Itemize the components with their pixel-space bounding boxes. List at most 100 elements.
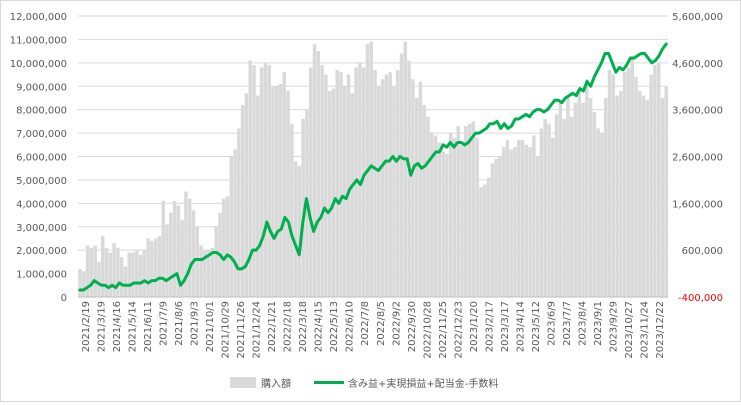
x-tick-label: 2021/3/19 <box>96 301 107 352</box>
bar <box>464 126 468 297</box>
bar <box>573 102 578 298</box>
bar <box>622 72 627 297</box>
x-tick-label: 2021/10/1 <box>205 301 216 352</box>
bar <box>267 65 271 297</box>
x-tick-label: 2023/10/27 <box>624 301 635 359</box>
bar <box>528 147 532 297</box>
bar <box>554 114 559 297</box>
bar <box>324 74 328 298</box>
line-series <box>78 42 668 292</box>
x-tick-label: 2021/8/6 <box>174 301 185 346</box>
bar <box>558 102 563 298</box>
bar <box>479 186 483 297</box>
legend-label-bar: 購入額 <box>261 377 291 390</box>
y-axis-left: 0 1,000,000 2,000,000 3,000,000 4,000,000 5,0… <box>10 12 67 304</box>
bar <box>520 140 525 297</box>
legend: 購入額 含み益+実現損益+配当金-手数料 <box>230 377 498 390</box>
bar <box>664 86 668 297</box>
bar <box>551 137 555 297</box>
bar <box>297 165 302 297</box>
bar <box>274 86 279 297</box>
bar <box>634 76 638 297</box>
bar <box>237 128 241 297</box>
x-tick-label: 2022/1/21 <box>267 301 278 352</box>
bar <box>331 88 336 297</box>
bar <box>161 200 165 297</box>
bar <box>456 126 460 297</box>
bar <box>312 44 317 297</box>
bar <box>547 123 551 297</box>
bar <box>630 55 634 297</box>
y-right-tick-label: -400,000 <box>678 293 723 304</box>
bar <box>309 67 313 298</box>
bar <box>350 93 355 298</box>
bar <box>187 198 192 297</box>
y-left-tick-label: 9,000,000 <box>16 82 67 93</box>
y-left-tick-label: 12,000,000 <box>10 12 67 23</box>
bar <box>577 88 582 297</box>
bar <box>426 116 430 297</box>
bar <box>452 137 457 297</box>
bar <box>339 72 343 297</box>
y-left-tick-label: 5,000,000 <box>16 176 67 187</box>
x-tick-label: 2021/6/11 <box>143 301 154 352</box>
x-tick-label: 2023/1/20 <box>469 301 480 352</box>
y-left-tick-label: 4,000,000 <box>16 199 67 210</box>
bar <box>248 60 252 297</box>
x-tick-label: 2022/7/8 <box>360 301 371 346</box>
bar <box>384 74 389 298</box>
x-tick-label: 2021/7/9 <box>158 301 169 346</box>
bar <box>282 72 287 297</box>
x-tick-label: 2023/4/14 <box>516 301 527 352</box>
bar <box>108 252 113 297</box>
bar <box>176 205 181 297</box>
bar <box>195 226 200 297</box>
x-tick-label: 2022/8/5 <box>376 301 387 346</box>
y-left-tick-label: 3,000,000 <box>16 223 67 234</box>
bar <box>653 65 657 297</box>
bar <box>532 135 536 297</box>
bar <box>467 123 472 297</box>
bar <box>418 81 423 297</box>
x-tick-label: 2022/12/23 <box>453 301 464 359</box>
bar <box>123 266 128 297</box>
bar <box>524 144 529 297</box>
bar <box>361 67 366 298</box>
x-tick-label: 2021/5/14 <box>127 301 138 352</box>
x-tick-label: 2023/5/12 <box>531 301 542 352</box>
series-line <box>78 42 668 292</box>
x-tick-label: 2022/9/2 <box>391 301 402 346</box>
bar <box>448 133 453 297</box>
bar <box>358 62 362 298</box>
bar <box>343 86 347 297</box>
bar <box>569 116 574 297</box>
x-tick-label: 2022/5/13 <box>329 301 340 352</box>
bar <box>206 250 211 297</box>
bar <box>517 140 521 297</box>
bar <box>293 161 298 297</box>
bar <box>660 97 665 297</box>
legend-swatch-bar <box>230 377 256 388</box>
bar <box>543 119 547 298</box>
y-right-tick-label: 1,600,000 <box>672 199 723 210</box>
bar <box>244 93 249 298</box>
bar <box>85 245 90 297</box>
x-tick-label: 2022/11/25 <box>438 301 449 359</box>
x-tick-label: 2021/2/19 <box>81 301 92 352</box>
y-left-tick-label: 11,000,000 <box>10 35 67 46</box>
bar <box>191 210 196 297</box>
bar <box>513 147 517 297</box>
x-tick-label: 2022/9/30 <box>407 301 418 352</box>
x-tick-label: 2023/8/4 <box>578 301 589 346</box>
bar <box>259 67 264 298</box>
bar <box>581 102 585 298</box>
y-right-tick-label: 600,000 <box>682 246 723 257</box>
bar <box>592 112 597 297</box>
bar <box>263 62 268 298</box>
bar <box>509 149 513 297</box>
bar <box>369 41 373 298</box>
bar <box>638 90 642 297</box>
bar <box>82 271 86 297</box>
bar <box>399 53 404 297</box>
